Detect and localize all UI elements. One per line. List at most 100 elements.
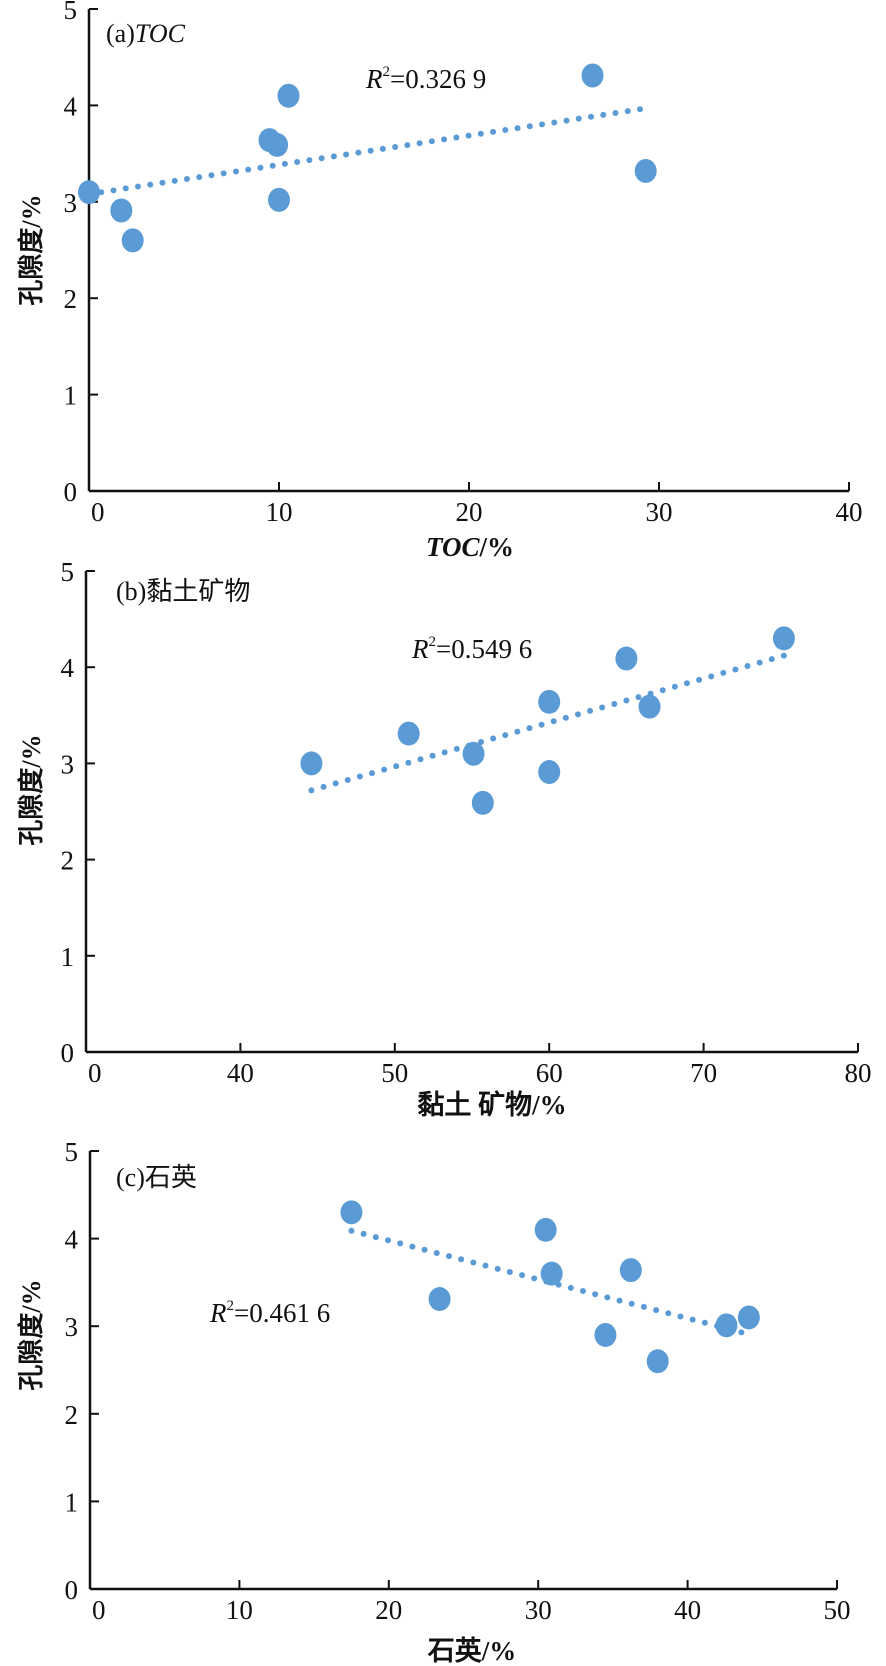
trendline-dot <box>306 157 313 164</box>
trendline-dot <box>404 142 411 149</box>
panel-b-data-point <box>538 760 561 785</box>
panel-a-y-tick-label: 0 <box>64 477 78 507</box>
panel-a-x-tick-label: 30 <box>646 497 673 527</box>
panel-c-y-tick-label: 4 <box>65 1225 79 1255</box>
trendline-dot <box>441 136 448 143</box>
trendline-dot <box>637 106 643 113</box>
trendline-dot <box>612 110 619 117</box>
panel-c-y-tick-label: 0 <box>65 1575 79 1605</box>
trendline-dot <box>159 179 166 186</box>
panel-c-y-tick-label: 1 <box>65 1487 79 1517</box>
panel-c-data-point <box>540 1261 563 1286</box>
panel-b-r2-label: R2=0.549 6 <box>411 634 532 664</box>
trendline-dot <box>122 185 129 192</box>
trendline-dot <box>531 1275 538 1282</box>
trendline-dot <box>708 673 715 680</box>
panel-b-x-tick-label: 60 <box>536 1058 563 1088</box>
trendline-dot <box>514 728 521 735</box>
panel-c-data-point <box>646 1349 669 1374</box>
panel-b-title: (b)黏土矿物 <box>116 577 250 606</box>
panel-b-data-point <box>772 626 795 651</box>
panel-b-y-tick-label: 5 <box>61 557 75 587</box>
trendline-dot <box>624 108 631 115</box>
panel-b-x-tick-label: 70 <box>690 1058 717 1088</box>
trendline-dot <box>453 134 460 141</box>
trendline-dot <box>320 783 327 790</box>
trendline-dot <box>372 1234 379 1241</box>
panel-b-x-tick-label: 50 <box>381 1058 408 1088</box>
trendline-dot <box>768 656 775 663</box>
panel-b-data-point <box>462 741 485 766</box>
trendline-dot <box>502 126 509 133</box>
trendline-dot <box>269 162 276 169</box>
trendline-dot <box>599 704 606 711</box>
trendline-dot <box>490 128 497 135</box>
panel-a-toc: (a)TOC R2=0.326 9 TOC/% 孔隙度/% 0 1 2 3 4 5 0 10 2… <box>16 0 863 562</box>
panel-a-y-tick-label: 5 <box>64 0 78 25</box>
trendline-dot <box>640 1303 647 1310</box>
panel-a-data-point <box>277 83 300 108</box>
trendline-dot <box>526 725 533 732</box>
panel-c-data-point <box>715 1313 738 1338</box>
panel-b-y-tick-label: 2 <box>61 846 75 876</box>
panel-c-y-tick-label: 3 <box>65 1312 79 1342</box>
panel-c-x-tick-label: 40 <box>674 1595 701 1625</box>
panel-a-trendline <box>86 106 643 198</box>
trendline-dot <box>677 1313 684 1320</box>
panel-a-x-tick-label: 40 <box>836 497 863 527</box>
trendline-dot <box>587 707 594 714</box>
panel-b-data-point <box>615 646 638 671</box>
panel-c-y-axis-label: 孔隙度/% <box>16 1279 46 1390</box>
panel-b-x-axis-label: 黏土 矿物/% <box>417 1089 566 1120</box>
trendline-dot <box>356 773 363 780</box>
panel-b-y-tick-label: 1 <box>61 942 75 972</box>
panel-c-r2-label: R2=0.461 6 <box>209 1298 330 1328</box>
trendline-dot <box>600 111 607 118</box>
trendline-dot <box>519 1272 526 1279</box>
trendline-dot <box>110 187 117 194</box>
panel-c-x-tick-label: 50 <box>824 1595 851 1625</box>
panel-a-data-point <box>121 228 144 253</box>
trendline-dot <box>550 718 557 725</box>
panel-c-x-tick-label: 30 <box>525 1595 552 1625</box>
panel-c-y-tick-label: 2 <box>65 1400 79 1430</box>
panel-b-x-tick-label: 0 <box>88 1058 102 1088</box>
trendline-dot <box>393 763 400 770</box>
trendline-dot <box>171 177 178 184</box>
trendline-dot <box>318 155 325 162</box>
trendline-dot <box>445 1253 452 1260</box>
trendline-dot <box>701 1319 708 1326</box>
panel-b-y-tick-label: 0 <box>61 1038 75 1068</box>
trendline-dot <box>562 714 569 721</box>
trendline-dot <box>208 172 215 179</box>
trendline-dot <box>405 759 412 766</box>
trendline-dot <box>623 697 630 704</box>
trendline-dot <box>659 687 666 694</box>
panel-b-data-point <box>471 790 494 815</box>
trendline-dot <box>343 151 350 158</box>
panel-c-data-point <box>428 1287 451 1312</box>
panel-a-x-tick-label: 20 <box>456 497 483 527</box>
panel-c-title: (c)石英 <box>116 1163 197 1192</box>
trendline-dot <box>538 721 545 728</box>
panel-c-data-point <box>534 1217 557 1242</box>
trendline-dot <box>332 780 339 787</box>
trendline-dot <box>308 787 315 794</box>
panel-b-trendline <box>308 652 787 794</box>
panel-c-data-point <box>340 1200 363 1225</box>
trendline-dot <box>429 752 436 759</box>
panel-b-y-tick-label: 4 <box>61 653 75 683</box>
trendline-dot <box>551 119 558 126</box>
panel-b-data-point <box>538 689 561 714</box>
panel-a-x-tick-label: 0 <box>91 497 105 527</box>
trendline-dot <box>494 1265 501 1272</box>
trendline-dot <box>514 125 521 132</box>
trendline-dot <box>294 159 301 166</box>
trendline-dot <box>490 735 497 742</box>
trendline-dot <box>409 1243 416 1250</box>
trendline-dot <box>526 123 533 130</box>
panel-b-data-point <box>638 694 661 719</box>
trendline-dot <box>563 117 570 124</box>
trendline-dot <box>360 1230 367 1237</box>
panel-a-r2-label: R2=0.326 9 <box>365 64 486 94</box>
